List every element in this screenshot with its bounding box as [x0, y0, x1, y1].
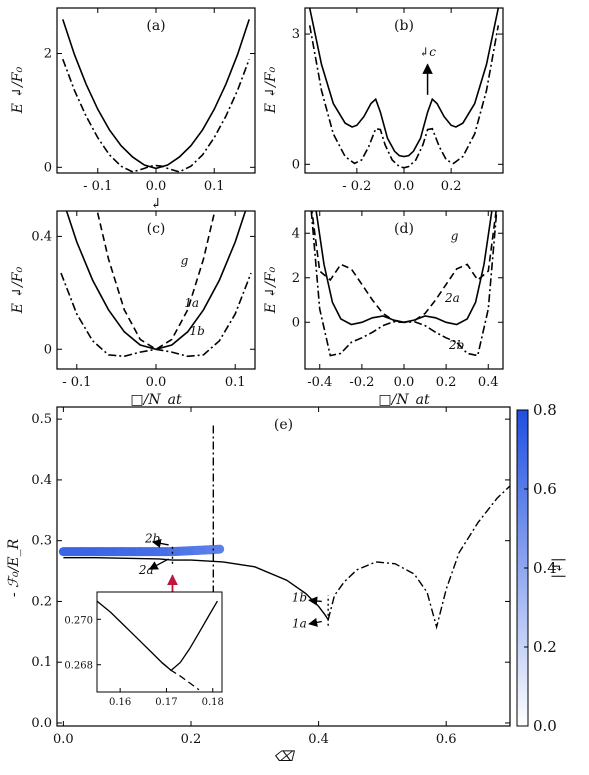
x-tick-label: -0.4 — [307, 375, 332, 390]
series-group — [308, 8, 500, 169]
x-tick-label: - 0.2 — [342, 179, 371, 194]
y-axis-label: E ↲/F₀ — [263, 266, 279, 314]
series-annotation: g — [451, 229, 459, 243]
y-tick-label: 0 — [292, 157, 300, 172]
annotation-arrow — [308, 617, 322, 627]
series-annotation: 1b — [292, 590, 307, 604]
y-tick-label: 0.4 — [31, 473, 52, 488]
series-annotation: 2b — [448, 338, 464, 352]
panel-label: (b) — [394, 18, 414, 34]
annotation-arrow — [151, 538, 169, 548]
series-1a-1b — [327, 485, 510, 630]
y-tick-label: 0.2 — [31, 594, 52, 609]
colorbar-tick-label: 0.0 — [533, 717, 557, 735]
colorbar-label: |↲| — [550, 557, 566, 578]
inset-y-tick-label: 0.270 — [64, 615, 93, 626]
series-0 — [308, 8, 500, 158]
x-tick-label: 0.6 — [436, 732, 457, 747]
plot-frame — [56, 406, 511, 727]
y-tick-label: 3 — [292, 27, 300, 42]
x-axis-label: ↲ — [150, 196, 162, 212]
y-tick-label: 4 — [292, 226, 300, 241]
series-2a — [63, 557, 329, 621]
x-tick-label: 0.0 — [53, 732, 74, 747]
series-annotation: 1a — [184, 296, 199, 310]
series-1 — [62, 58, 250, 173]
series-group — [310, 211, 498, 357]
y-tick-label: 0.5 — [31, 412, 52, 427]
x-tick-label: 0.1 — [204, 179, 225, 194]
panel-e: 0.0 0.2 0.4 0.6 0.0 0.1 0.2 0.3 0.4 0.5 (e) - ℱ₀/E_… — [6, 401, 566, 765]
colorbar-tick-label: 0.6 — [533, 480, 557, 498]
series-group — [60, 211, 252, 358]
y-axis-label: E ↲/F₀ — [263, 66, 279, 114]
y-tick-label: 0.3 — [31, 534, 52, 549]
series-1 — [308, 25, 500, 169]
series-2b-segment — [205, 544, 225, 555]
x-tick-label: 0.2 — [181, 732, 202, 747]
x-axis-label: □/N_at — [378, 392, 430, 408]
series-group — [62, 19, 250, 173]
x-tick-label: 0.4 — [308, 732, 329, 747]
series-annotation: g — [181, 254, 189, 268]
y-axis-label: E ↲/F₀ — [10, 66, 26, 114]
y-tick-label: 0.0 — [31, 716, 52, 731]
panel-a: - 0.1 0.0 0.1 0 2 (a) E ↲/F₀ ↲ — [10, 7, 256, 212]
y-axis-label: E ↲/F₀ — [10, 266, 26, 314]
series-annotation: 2a — [138, 563, 154, 577]
y-tick-label: 0.1 — [31, 655, 52, 670]
inset-y-tick-label: 0.268 — [64, 661, 93, 672]
panel-label: (e) — [274, 417, 293, 433]
inset-x-tick-label: 0.16 — [109, 697, 131, 708]
inset-series-group — [97, 600, 218, 691]
x-tick-label: 0.0 — [394, 375, 415, 390]
annotation-arrow — [148, 558, 169, 570]
inset: 0.16 0.17 0.18 0.268 0.270 — [64, 591, 224, 708]
panel-label: (d) — [394, 221, 414, 237]
inset-series-1 — [161, 662, 200, 691]
panel-b: - 0.2 0.0 0.2 0 3 (b) E ↲/F₀ ↲c — [263, 7, 504, 194]
colorbar-tick-label: 0.2 — [533, 638, 557, 656]
inset-frame — [96, 591, 223, 693]
y-tick-label: 2 — [292, 271, 300, 286]
panel-label: (a) — [146, 18, 165, 34]
y-tick-label: 0.4 — [31, 229, 52, 244]
series-0 — [62, 19, 250, 170]
y-tick-label: 0 — [292, 315, 300, 330]
y-tick-label: 0 — [44, 160, 52, 175]
x-tick-label: 0.1 — [225, 375, 246, 390]
inset-x-tick-label: 0.17 — [155, 697, 177, 708]
x-tick-label: -0.2 — [349, 375, 374, 390]
series-annotation: 2a — [444, 291, 460, 305]
series-2b — [310, 211, 498, 357]
series-annotation: 1a — [292, 617, 307, 631]
x-tick-label: 0.2 — [436, 375, 457, 390]
series-1b — [60, 272, 252, 358]
x-tick-label: - 0.1 — [83, 179, 112, 194]
series-annotation: 1b — [190, 324, 205, 338]
x-tick-label: 0.0 — [146, 179, 167, 194]
colorbar-tick-label: 0.8 — [533, 401, 557, 419]
x-tick-label: - 0.1 — [62, 375, 91, 390]
y-tick-label: 0 — [44, 342, 52, 357]
series-annotation: ↲c — [419, 45, 436, 59]
x-axis-label: ⌫ — [274, 749, 296, 765]
panel-c: - 0.1 0.0 0.1 0 0.4 (c) E ↲/F₀ □/N_at g 1a 1b — [10, 210, 256, 408]
series-group — [58, 485, 510, 630]
series-1a — [65, 211, 247, 351]
inset-x-tick-label: 0.18 — [202, 697, 224, 708]
annotation-arrow — [308, 596, 322, 606]
x-tick-label: 0.2 — [441, 179, 462, 194]
y-axis-label: - ℱ₀/E_R — [6, 538, 22, 597]
x-tick-label: 0.4 — [478, 375, 499, 390]
colorbar-tick-label: 0.4 — [533, 559, 557, 577]
panel-d: -0.4 -0.2 0.0 0.2 0.4 0 2 4 (d) E ↲/F₀ □/N_at g 2a 2b — [263, 210, 504, 408]
x-tick-label: 0.0 — [146, 375, 167, 390]
x-tick-label: 0.0 — [394, 179, 415, 194]
y-tick-label: 2 — [44, 47, 52, 62]
panel-label: (c) — [147, 221, 166, 237]
x-axis-label: □/N_at — [130, 392, 182, 408]
